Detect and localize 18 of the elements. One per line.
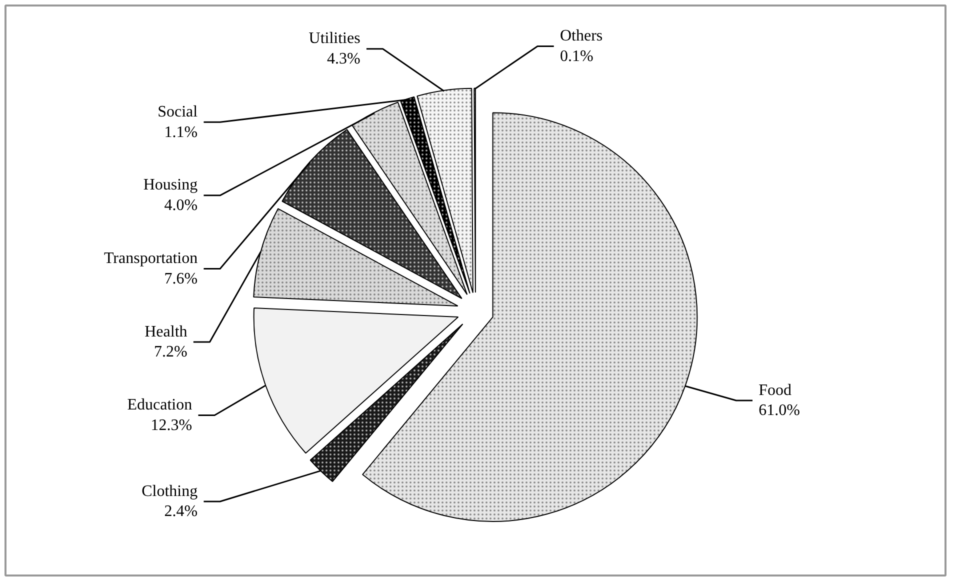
slice-label: Social xyxy=(158,103,198,120)
data-label: 4.3% xyxy=(327,50,360,68)
data-label: 4.0% xyxy=(164,197,198,214)
slice-label: Clothing xyxy=(142,482,198,500)
slice-label: Housing xyxy=(143,176,198,194)
slice-label: Utilities xyxy=(308,30,360,48)
slice-label: Education xyxy=(127,396,192,414)
data-label: 7.2% xyxy=(154,344,188,361)
data-label: 12.3% xyxy=(150,416,192,434)
data-label: 61.0% xyxy=(758,402,800,420)
slice-label: Food xyxy=(758,382,792,399)
slice-label: Others xyxy=(560,28,603,45)
data-label: 7.6% xyxy=(164,270,198,288)
data-label: 0.1% xyxy=(560,48,594,65)
slice-label: Transportation xyxy=(104,250,198,268)
data-label: 1.1% xyxy=(164,124,198,141)
data-label: 2.4% xyxy=(164,503,198,520)
slice-label: Health xyxy=(144,323,188,340)
